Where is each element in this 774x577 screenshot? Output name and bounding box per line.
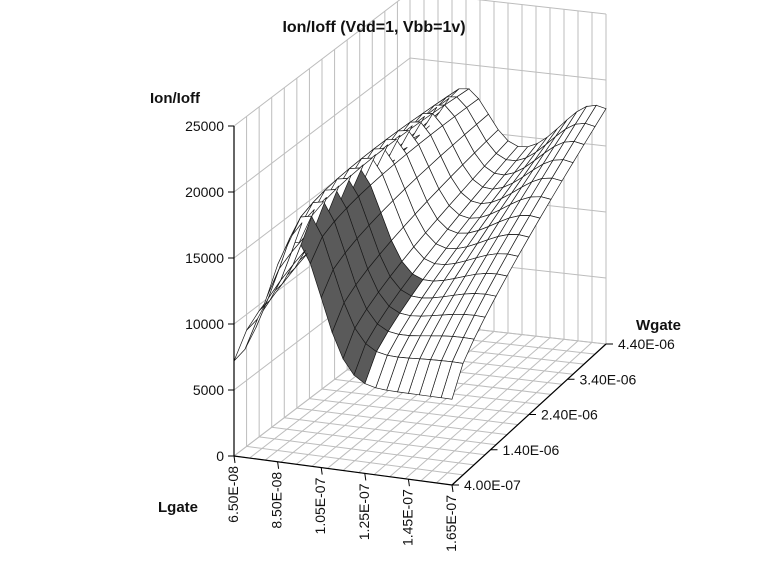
x-axis-line (233, 455, 453, 486)
z-axis-title: Ion/Ioff (150, 90, 201, 107)
z-tick-label: 15000 (185, 250, 224, 266)
floor-gridline (420, 340, 579, 482)
x-tick-label: 6.50E-08 (225, 466, 241, 523)
y-tick-label: 2.40E-06 (541, 407, 598, 423)
x-axis-title: Lgate (158, 499, 198, 516)
x-tick-mark (451, 484, 454, 493)
x-tick-mark (364, 473, 367, 481)
z-tick-labels: 0 5000 10000 15000 20000 25000 (185, 118, 234, 464)
y-tick-labels: 4.00E-07 1.40E-06 2.40E-06 3.40E-06 4.40E-06 (452, 336, 675, 493)
x-tick-label: 1.45E-07 (399, 489, 415, 546)
floor-gridline (321, 388, 530, 415)
surface-patch (233, 318, 258, 362)
z-tick-label: 0 (216, 448, 224, 464)
x-tick-label: 1.25E-07 (356, 483, 372, 540)
y-tick-label: 1.40E-06 (503, 442, 560, 458)
x-tick-label: 1.65E-07 (443, 495, 459, 552)
floor-gridline (389, 337, 551, 478)
floor-gridline (404, 338, 565, 480)
x-tick-mark (233, 455, 236, 464)
z-gridline (233, 0, 607, 127)
x-tick-label: 8.50E-08 (269, 472, 285, 529)
floor-gridline (373, 335, 537, 476)
z-tick-label: 20000 (185, 184, 224, 200)
floor-gridline (436, 342, 593, 484)
chart-title: Ion/Ioff (Vdd=1, Vbb=1v) (282, 19, 465, 36)
y-tick-label: 4.40E-06 (618, 336, 675, 352)
x-tick-mark (407, 479, 410, 487)
floor-gridline (358, 334, 523, 473)
y-tick-label: 3.40E-06 (580, 371, 637, 387)
z-tick-label: 10000 (185, 316, 224, 332)
y-tick-label: 4.00E-07 (464, 477, 521, 493)
x-tick-label: 1.05E-07 (312, 477, 328, 534)
x-tick-labels: 6.50E-08 8.50E-08 1.05E-07 1.25E-07 1.45E-07… (225, 455, 459, 552)
x-tick-mark (277, 461, 280, 469)
surface-mesh (233, 88, 607, 400)
x-tick-mark (320, 467, 323, 475)
z-tick-label: 5000 (193, 382, 224, 398)
z-tick-label: 25000 (185, 118, 224, 134)
y-axis-title: Wgate (636, 317, 681, 334)
